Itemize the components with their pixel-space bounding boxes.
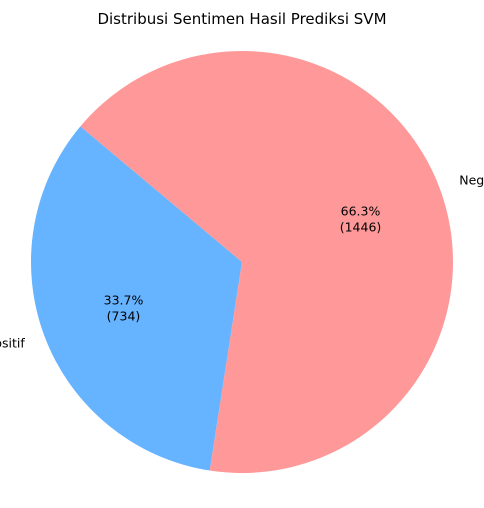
pie-slices <box>31 51 454 474</box>
pie-slice-positif <box>31 126 242 471</box>
chart-title: Distribusi Sentimen Hasil Prediksi SVM <box>97 10 386 28</box>
slice-label-negatif: Negatif <box>459 172 484 187</box>
pie-labels: Positif 33.7%(734) Negatif 66.3%(1446) <box>0 172 484 350</box>
slice-percent-positif: 33.7% <box>104 293 144 308</box>
slice-label-positif: Positif <box>0 336 25 351</box>
pie-slice-negatif <box>80 51 454 474</box>
slice-percent-negatif: 66.3% <box>341 203 381 218</box>
slice-count-positif: (734) <box>107 309 141 324</box>
slice-count-negatif: (1446) <box>340 219 382 234</box>
